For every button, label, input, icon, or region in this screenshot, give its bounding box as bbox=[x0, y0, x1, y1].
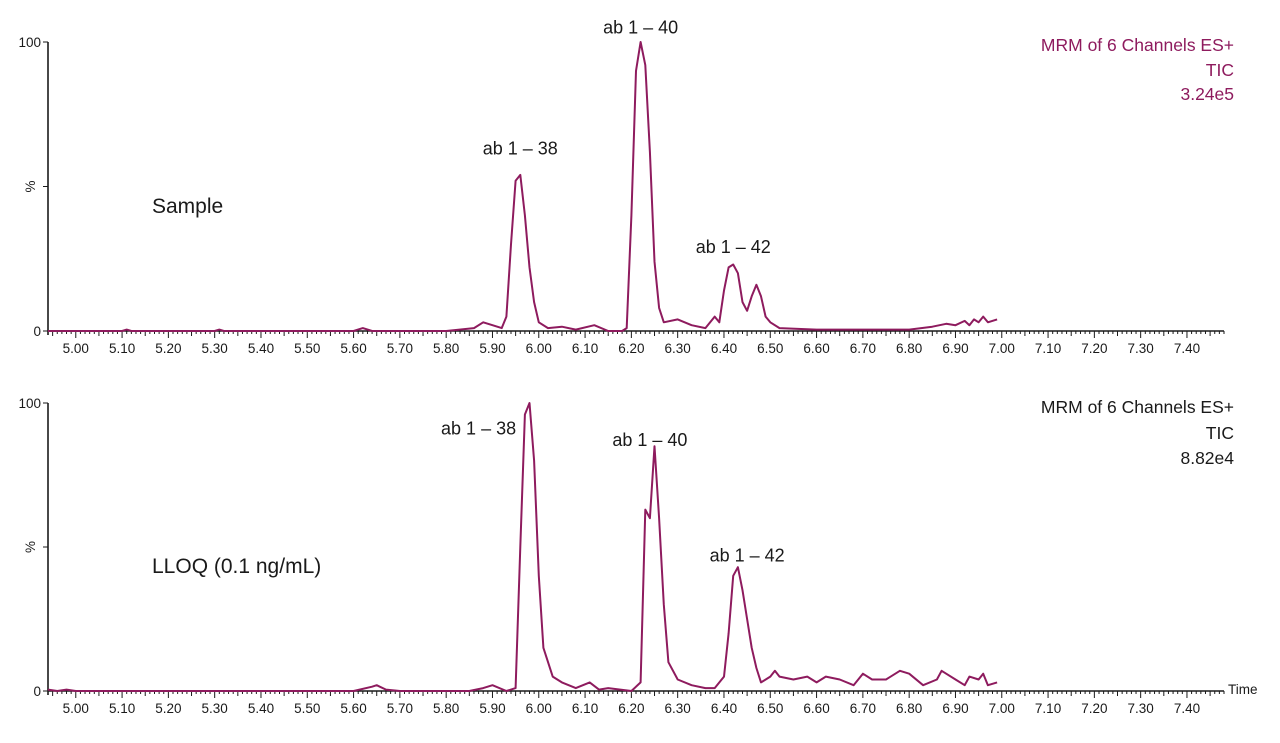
x-tick-label: 7.40 bbox=[1174, 341, 1200, 356]
x-tick-label: 5.00 bbox=[63, 701, 89, 716]
x-tick-label: 6.70 bbox=[850, 701, 876, 716]
y-tick-label: 0 bbox=[33, 684, 41, 699]
x-tick-label: 6.70 bbox=[850, 341, 876, 356]
x-tick-label: 6.80 bbox=[896, 701, 922, 716]
x-tick-label: 5.50 bbox=[294, 701, 320, 716]
x-tick-label: 6.80 bbox=[896, 341, 922, 356]
x-tick-label: 6.90 bbox=[942, 701, 968, 716]
x-tick-label: 6.40 bbox=[711, 701, 737, 716]
peak-label: ab 1 – 40 bbox=[612, 430, 687, 450]
x-tick-label: 6.60 bbox=[803, 701, 829, 716]
peak-label: ab 1 – 38 bbox=[441, 419, 516, 439]
acquisition-header-line: 3.24e5 bbox=[1180, 84, 1234, 104]
x-tick-label: 6.50 bbox=[757, 701, 783, 716]
y-tick-label: 0 bbox=[33, 324, 41, 339]
x-tick-label: 6.90 bbox=[942, 341, 968, 356]
x-tick-label: 6.20 bbox=[618, 701, 644, 716]
chromatogram-trace bbox=[47, 402, 998, 692]
x-tick-label: 5.30 bbox=[202, 341, 228, 356]
x-tick-label: 5.10 bbox=[109, 701, 135, 716]
y-tick-label: 100 bbox=[18, 35, 41, 50]
x-tick-label: 5.40 bbox=[248, 701, 274, 716]
x-tick-label: 7.00 bbox=[989, 341, 1015, 356]
peak-label: ab 1 – 42 bbox=[696, 237, 771, 257]
x-tick-label: 5.50 bbox=[294, 341, 320, 356]
x-axis-title-time: Time bbox=[1228, 682, 1258, 697]
acquisition-header-line: TIC bbox=[1206, 60, 1234, 80]
x-tick-label: 7.10 bbox=[1035, 341, 1061, 356]
x-tick-label: 7.00 bbox=[989, 701, 1015, 716]
x-tick-label: 6.00 bbox=[526, 701, 552, 716]
x-tick-label: 5.80 bbox=[433, 341, 459, 356]
x-tick-label: 6.10 bbox=[572, 701, 598, 716]
x-tick-label: 6.30 bbox=[665, 341, 691, 356]
x-tick-label: 5.30 bbox=[202, 701, 228, 716]
x-tick-label: 5.80 bbox=[433, 701, 459, 716]
x-tick-label: 5.90 bbox=[479, 341, 505, 356]
x-tick-label: 5.40 bbox=[248, 341, 274, 356]
x-tick-label: 6.40 bbox=[711, 341, 737, 356]
panel-lloq: 5.00 5.10 5.20 5.30 5.40 5.50 5.60 5.70 5.80 5.90… bbox=[18, 396, 1234, 716]
acquisition-header-line: 8.82e4 bbox=[1180, 448, 1234, 468]
panel-sample: 5.00 5.10 5.20 5.30 5.40 5.50 5.60 5.70 5.80 5.90… bbox=[18, 17, 1234, 356]
peak-label: ab 1 – 42 bbox=[710, 545, 785, 565]
x-tick-label: 5.20 bbox=[155, 341, 181, 356]
x-tick-label: 5.10 bbox=[109, 341, 135, 356]
x-tick-label: 5.90 bbox=[479, 701, 505, 716]
x-tick-label: 7.40 bbox=[1174, 701, 1200, 716]
x-tick-label: 7.30 bbox=[1128, 701, 1154, 716]
y-axis-title: % bbox=[23, 541, 38, 553]
x-tick-label: 5.70 bbox=[387, 341, 413, 356]
chromatogram-trace bbox=[48, 41, 998, 332]
x-tick-label: 6.50 bbox=[757, 341, 783, 356]
acquisition-header-line: MRM of 6 Channels ES+ bbox=[1041, 35, 1234, 55]
x-tick-label: 7.10 bbox=[1035, 701, 1061, 716]
x-tick-label: 6.10 bbox=[572, 341, 598, 356]
peak-label: ab 1 – 40 bbox=[603, 17, 678, 37]
x-tick-label: 6.00 bbox=[526, 341, 552, 356]
x-tick-label: 6.30 bbox=[665, 701, 691, 716]
panel-label-sample: Sample bbox=[152, 195, 223, 218]
y-axis-title: % bbox=[23, 180, 38, 192]
x-tick-label: 5.70 bbox=[387, 701, 413, 716]
x-tick-label: 6.60 bbox=[803, 341, 829, 356]
x-tick-label: 5.20 bbox=[155, 701, 181, 716]
y-tick-label: 100 bbox=[18, 396, 41, 411]
x-tick-label: 6.20 bbox=[618, 341, 644, 356]
x-tick-label: 7.30 bbox=[1128, 341, 1154, 356]
x-tick-label: 7.20 bbox=[1081, 341, 1107, 356]
peak-label: ab 1 – 38 bbox=[483, 139, 558, 159]
x-tick-label: 5.00 bbox=[63, 341, 89, 356]
x-tick-label: 7.20 bbox=[1081, 701, 1107, 716]
acquisition-header-line: TIC bbox=[1206, 423, 1234, 443]
acquisition-header-line: MRM of 6 Channels ES+ bbox=[1041, 397, 1234, 417]
panel-label-lloq: LLOQ (0.1 ng/mL) bbox=[152, 555, 321, 578]
x-tick-label: 5.60 bbox=[340, 701, 366, 716]
x-tick-label: 5.60 bbox=[340, 341, 366, 356]
